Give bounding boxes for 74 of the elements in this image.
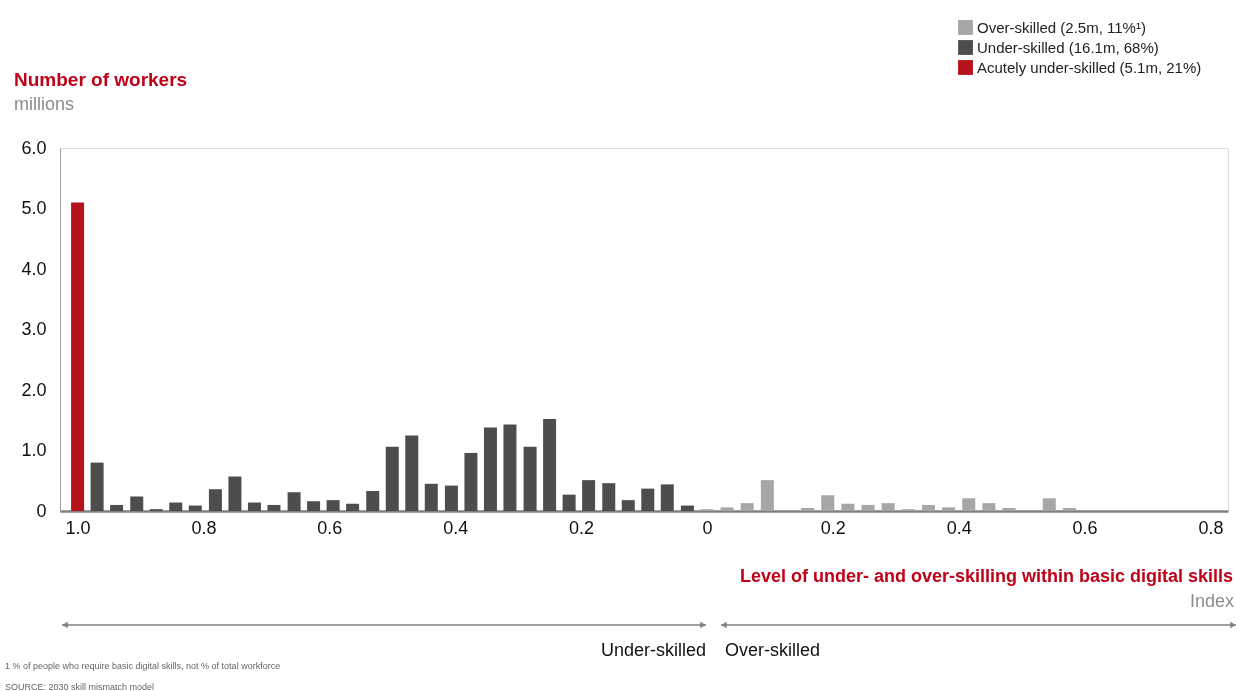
bar: [444, 485, 458, 511]
y-tick-label: 3.0: [21, 319, 47, 339]
bar: [562, 494, 576, 511]
chart-title: Number of workers: [14, 69, 188, 90]
bar: [267, 504, 281, 511]
x-tick-label: 1.0: [65, 517, 91, 538]
bar: [385, 446, 399, 511]
bar: [90, 462, 104, 511]
bar: [641, 488, 655, 511]
bar: [801, 507, 815, 511]
bar: [208, 489, 222, 511]
bar: [740, 503, 754, 511]
x-tick-label: 0.4: [443, 517, 469, 538]
y-tick-label: 6.0: [21, 137, 47, 158]
x-tick-label: 0.2: [820, 517, 846, 538]
bar: [483, 427, 497, 511]
text: 1 % of people who require basic digital skills, not % of total workforce: [5, 661, 281, 671]
bar: [942, 507, 956, 511]
bar: [346, 503, 360, 511]
bar: [841, 503, 855, 511]
bar: [881, 503, 895, 511]
bar: [543, 419, 557, 511]
x-tick-label: 0: [702, 517, 713, 538]
legend-label: Acutely under-skilled (5.1m, 21%): [977, 58, 1202, 76]
bar: [821, 495, 835, 511]
text: Over-skilled: [725, 640, 821, 660]
x-tick-label: 0.8: [191, 517, 217, 538]
bar: [921, 504, 935, 511]
bar: [720, 507, 734, 511]
bar: [660, 484, 674, 511]
bar: [1002, 507, 1016, 511]
legend-label: Over-skilled (2.5m, 11%¹): [977, 18, 1146, 36]
text: Under-skilled: [600, 640, 706, 660]
bar: [169, 502, 183, 511]
x-tick-label: 0.6: [317, 517, 343, 538]
x-tick-label: 0.8: [1198, 517, 1224, 538]
bar: [503, 424, 517, 511]
bar: [307, 501, 321, 511]
bar: [405, 435, 419, 511]
bar: [366, 491, 380, 511]
bar: [602, 483, 616, 511]
bar: [760, 480, 774, 511]
bar: [621, 500, 635, 511]
legend-label: Under-skilled (16.1m, 68%): [977, 38, 1159, 56]
x-tick-label: 0.6: [1072, 517, 1098, 538]
bar: [228, 476, 242, 511]
y-tick-label: 1.0: [21, 440, 47, 460]
x-tick-label: 0.4: [946, 517, 972, 538]
text: Index: [1189, 591, 1234, 611]
bar: [188, 505, 202, 511]
y-tick-label: 4.0: [21, 258, 47, 279]
bar: [523, 446, 537, 511]
chart-subtitle: millions: [14, 94, 75, 114]
y-tick-label: 5.0: [21, 198, 47, 218]
bar: [861, 504, 875, 511]
bar: [464, 452, 478, 511]
x-axis-title: Level of under- and over-skilling within basic digital skills: [739, 566, 1233, 586]
bar: [247, 502, 261, 511]
source-note: SOURCE: 2030 skill mismatch model: [5, 682, 155, 691]
bar: [424, 483, 438, 511]
x-tick-label: 0.2: [569, 517, 595, 538]
bar: [1062, 507, 1076, 511]
y-tick-label: 2.0: [21, 379, 47, 400]
bar: [110, 504, 124, 511]
bar: [326, 500, 340, 511]
bar: [71, 202, 85, 511]
bar: [1042, 498, 1056, 511]
y-tick-label: 0: [36, 500, 47, 521]
bar: [130, 496, 144, 511]
bar: [962, 498, 976, 511]
bar: [582, 480, 596, 511]
bar: [982, 503, 996, 511]
bar: [287, 492, 301, 511]
bar: [680, 505, 694, 511]
